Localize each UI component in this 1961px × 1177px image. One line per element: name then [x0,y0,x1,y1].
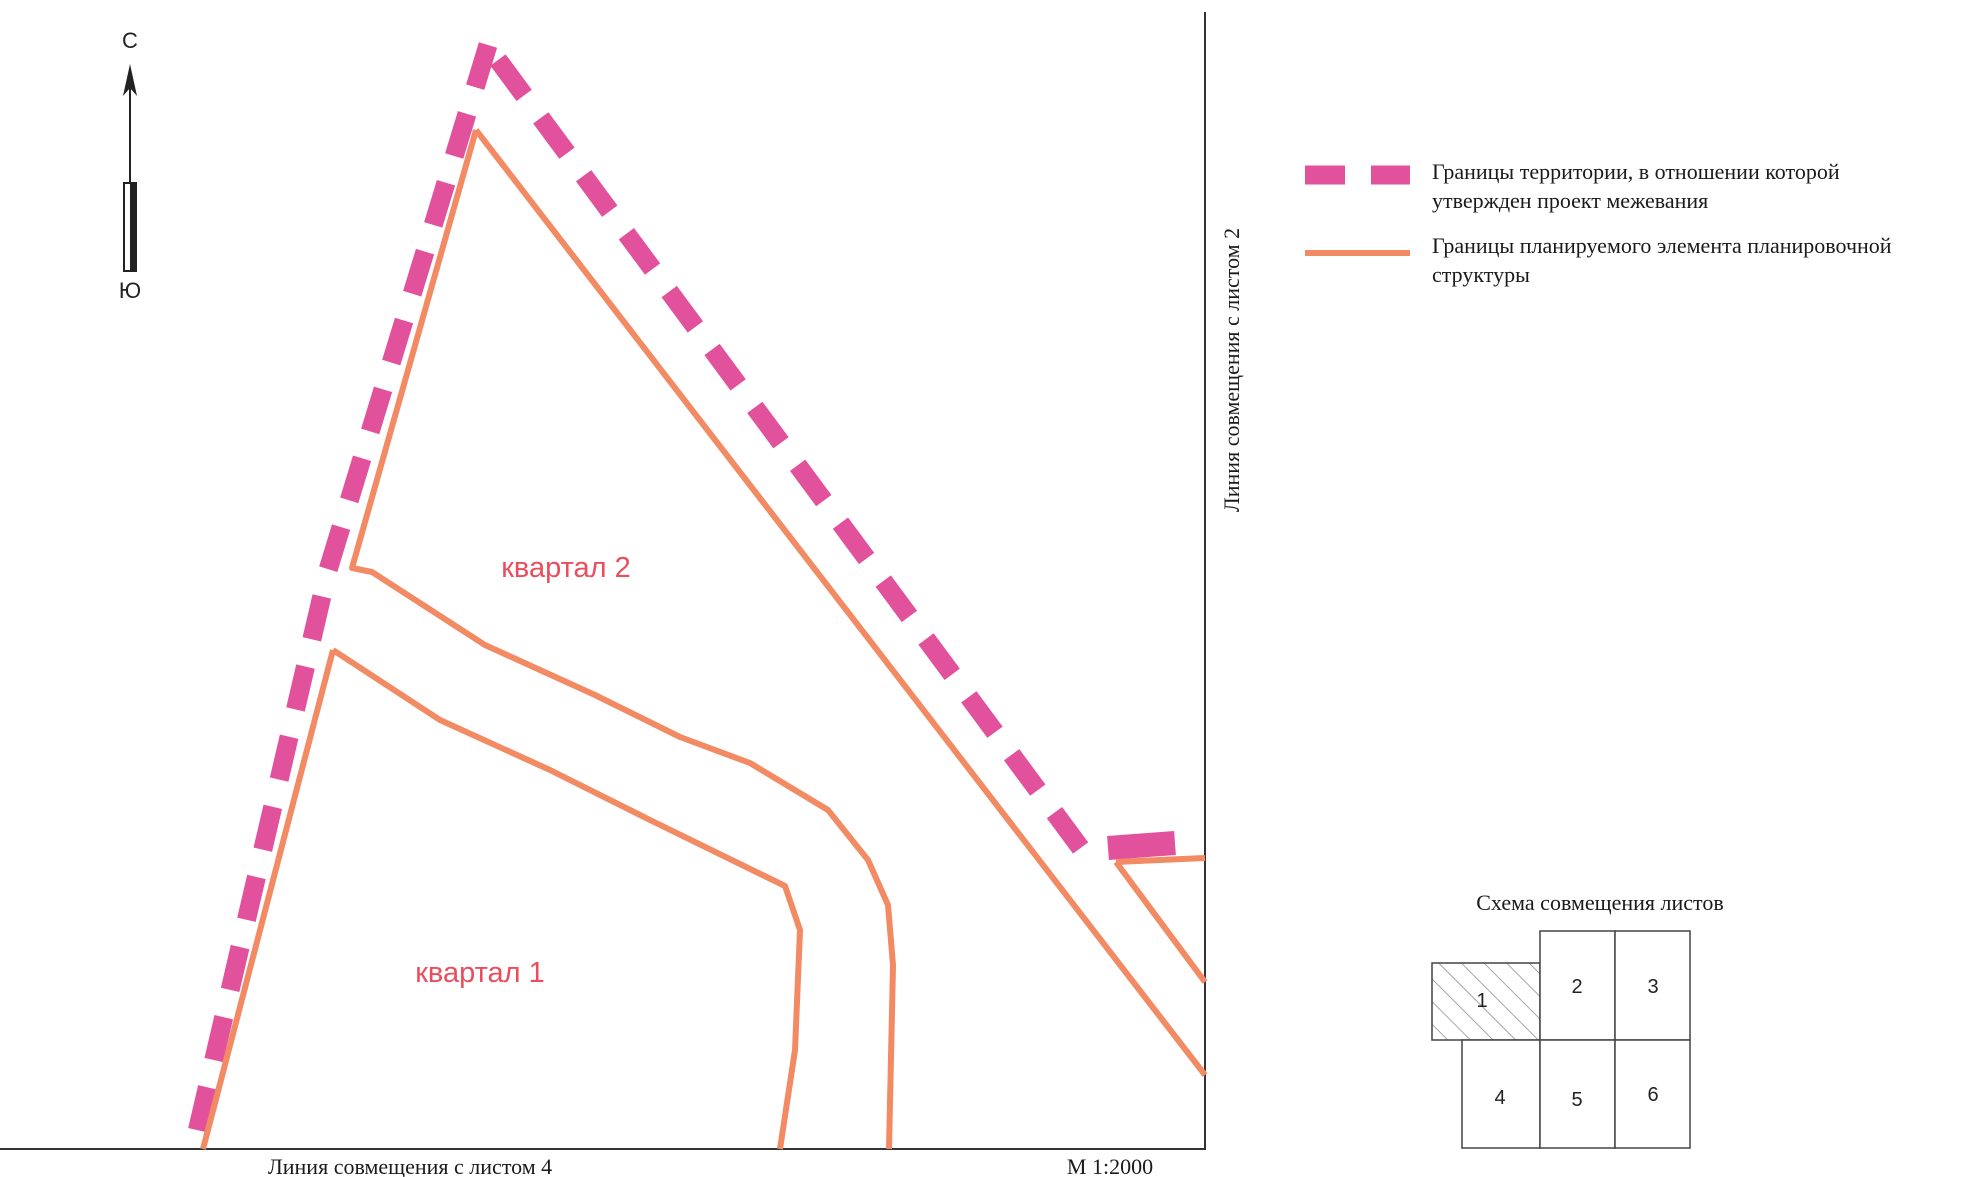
sheet-cell-5 [1539,1039,1616,1149]
sheet-number-3: 3 [1647,976,1658,998]
sheet-cell-1 [1431,962,1541,1041]
sheet-number-1: 1 [1476,990,1487,1012]
legend-item-planning: Границы планируемого элемента планировоч… [1432,231,1957,289]
sheet-cell-2 [1539,930,1616,1041]
legend-territory-line1: Границы территории, в отношении которой [1432,159,1840,184]
sheet-number-5: 5 [1571,1089,1582,1111]
block-1-west-edge [200,649,336,1150]
legend-symbols [1305,165,1410,256]
north-arrow-icon: С Ю [119,28,141,303]
block-2-label: квартал 2 [501,552,631,584]
block-1-boundary [331,647,803,1150]
block-1-label: квартал 1 [415,957,545,989]
territory-northeast-edge [490,54,1096,864]
territory-notch [1107,831,1176,860]
sheet-number-4: 4 [1494,1087,1505,1109]
block-2-east-edge [473,128,1208,1077]
planning-element-boundaries [200,128,1208,1150]
legend-item-territory: Границы территории, в отношении которой … [1432,157,1952,215]
sheet-scheme-title: Схема совмещения листов [1476,890,1724,915]
sheet-number-6: 6 [1647,1084,1658,1106]
sheet-cell-6 [1614,1039,1691,1149]
legend-planning-line1: Границы планируемого элемента планировоч… [1432,233,1892,258]
block-2-boundary [349,129,896,1150]
sheet-scheme: Схема совмещения листов 1 2 3 4 5 6 [1431,890,1724,1149]
legend-territory-line2: утвержден проект межевания [1432,188,1709,213]
arrow-body-fill [130,183,136,271]
match-line-right-label: Линия совмещения с листом 2 [1219,228,1244,512]
sheet-cell-3 [1614,930,1691,1041]
territory-boundary [183,42,1176,1152]
territory-west-edge [183,42,498,1152]
sheet-number-2: 2 [1571,976,1582,998]
match-line-bottom-label: Линия совмещения с листом 4 [268,1154,552,1177]
compass-north-label: С [122,28,138,53]
arrow-head [123,64,137,96]
compass-south-label: Ю [119,278,141,303]
scale-label: М 1:2000 [1067,1154,1153,1177]
legend-planning-line2: структуры [1432,262,1530,287]
map-frame [0,12,1206,1150]
sheet-cell-4 [1461,1039,1541,1149]
east-corner-boundary [1113,855,1208,984]
